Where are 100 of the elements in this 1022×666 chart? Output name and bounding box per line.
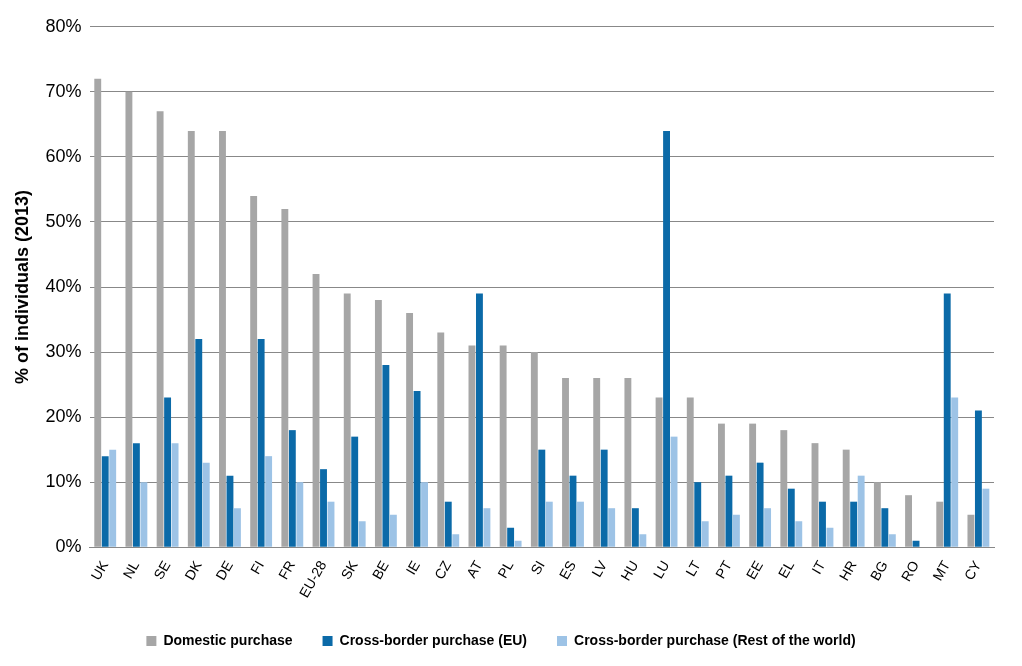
x-tick-label: DE: [212, 557, 236, 583]
bar: [888, 534, 896, 547]
bar: [452, 534, 460, 547]
bar: [663, 130, 670, 547]
x-tick-label: LT: [682, 557, 704, 580]
bar: [257, 339, 265, 547]
bar: [749, 423, 757, 547]
x-tick-label: CZ: [431, 557, 455, 583]
bar: [374, 300, 382, 547]
y-tick-label: 50%: [45, 210, 82, 231]
bar: [94, 78, 102, 547]
bar: [764, 508, 772, 547]
bar: [842, 449, 850, 547]
x-tick-label: BE: [368, 557, 392, 583]
bar: [562, 378, 569, 547]
x-tick-label: HU: [617, 557, 642, 584]
bar: [905, 495, 912, 547]
bar: [701, 521, 709, 547]
x-tick-label: BG: [866, 557, 891, 584]
bar: [351, 436, 359, 547]
bar: [234, 508, 241, 547]
x-tick-label: SE: [150, 557, 174, 583]
bar: [132, 443, 140, 547]
x-tick-label: NL: [119, 557, 143, 582]
bar: [358, 521, 366, 547]
bar: [545, 501, 553, 547]
y-tick-label: 70%: [45, 80, 82, 101]
bar: [974, 410, 982, 547]
bar: [694, 482, 702, 547]
x-tick-label: CY: [960, 557, 985, 583]
bar: [288, 430, 296, 547]
bar: [202, 462, 210, 547]
x-tick-label: LV: [588, 557, 611, 580]
bar: [406, 313, 414, 547]
bar: [421, 482, 428, 547]
bar: [164, 397, 172, 547]
bar: [756, 462, 764, 547]
bar: [787, 488, 795, 547]
bar: [476, 293, 483, 547]
bar: [101, 456, 109, 547]
x-tick-label: DK: [181, 557, 206, 583]
bar: [514, 540, 522, 547]
legend-label: Domestic purchase: [163, 631, 293, 648]
x-tick-label: LU: [649, 557, 673, 582]
bar: [577, 501, 584, 547]
bar: [982, 488, 990, 547]
y-tick-label: 60%: [45, 145, 82, 166]
bar: [389, 514, 397, 547]
bar: [250, 195, 258, 547]
bar: [171, 443, 179, 547]
bar: [281, 208, 289, 547]
bar: [444, 501, 452, 547]
bar: [624, 378, 632, 547]
legend-label: Cross-border purchase (EU): [339, 631, 528, 648]
bar: [873, 482, 881, 547]
x-tick-label: PL: [494, 557, 517, 581]
bar: [483, 508, 491, 547]
bar: [639, 534, 647, 547]
x-tick-label: PT: [712, 557, 736, 582]
bar: [795, 521, 803, 547]
bar: [732, 514, 740, 547]
x-tick-label: EE: [742, 557, 767, 583]
x-tick-label: ES: [555, 557, 579, 583]
y-tick-label: 30%: [45, 341, 82, 362]
y-axis-title: % of individuals (2013): [11, 189, 32, 385]
x-tick-label: AT: [463, 557, 486, 581]
bar: [125, 91, 133, 547]
bar: [936, 501, 944, 547]
bar: [320, 469, 327, 547]
x-tick-label: RO: [897, 557, 923, 585]
bar: [296, 482, 304, 547]
bar: [507, 527, 515, 547]
bar: [593, 378, 601, 547]
bar: [857, 475, 865, 547]
y-tick-label: 0%: [55, 536, 82, 557]
bar: [631, 508, 639, 547]
bar: [850, 501, 858, 547]
x-tick-label: FI: [247, 557, 268, 577]
bar: [608, 508, 616, 547]
bar: [530, 352, 538, 547]
x-tick-label: HR: [835, 557, 860, 584]
bar: [718, 423, 725, 547]
bar: [382, 365, 390, 547]
bar: [187, 130, 195, 547]
bar: [413, 391, 421, 547]
y-tick-label: 80%: [45, 15, 82, 36]
bar: [156, 111, 164, 547]
bar: [951, 397, 959, 547]
y-tick-label: 10%: [45, 471, 82, 492]
bar: [109, 449, 117, 547]
bar: [195, 339, 203, 547]
bar: [538, 449, 546, 547]
y-tick-label: 20%: [45, 406, 82, 427]
bar: [140, 482, 148, 547]
y-tick-label: 40%: [45, 275, 82, 296]
x-tick-label: IE: [402, 557, 424, 578]
x-tick-label: MT: [929, 557, 954, 584]
x-tick-label: SK: [337, 557, 361, 583]
bar: [600, 449, 608, 547]
bar: [819, 501, 826, 547]
